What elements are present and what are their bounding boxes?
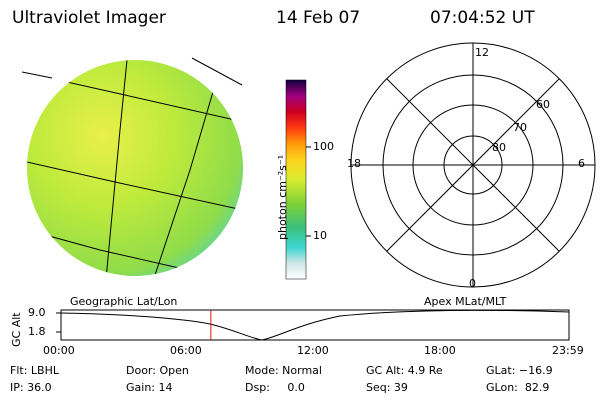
- status-mode: Mode: Normal: [245, 364, 322, 377]
- lat-label-60: 60: [536, 98, 550, 111]
- timeline-x-tick-1800: 18:00: [424, 344, 456, 357]
- mlt-label-12: 12: [475, 46, 489, 59]
- time-label: 07:04:52 UT: [430, 8, 535, 28]
- colorbar-tick-100: 100: [313, 140, 334, 153]
- altitude-curve: [60, 309, 570, 341]
- lat-label-80: 80: [492, 141, 506, 154]
- timeline-left-title: Geographic Lat/Lon: [70, 295, 178, 308]
- mlt-label-6: 6: [578, 157, 585, 170]
- status-ip: IP: 36.0: [10, 381, 52, 394]
- timeline-x-tick-0000: 00:00: [43, 344, 75, 357]
- mlt-label-0: 0: [469, 277, 476, 290]
- status-seq: Seq: 39: [366, 381, 408, 394]
- status-filter: Flt: LBHL: [10, 364, 59, 377]
- date-label: 14 Feb 07: [276, 8, 361, 28]
- timeline-y-tick-9: 9.0: [28, 306, 46, 319]
- lat-label-70: 70: [513, 121, 527, 134]
- status-gain: Gain: 14: [126, 381, 173, 394]
- timeline-plot: [56, 309, 570, 341]
- uv-image: [21, 57, 243, 276]
- colorbar-unit-label: photon cm⁻²s⁻¹: [276, 154, 289, 240]
- status-gc-alt: GC Alt: 4.9 Re: [366, 364, 443, 377]
- timeline-x-tick-0600: 06:00: [170, 344, 202, 357]
- timeline-x-tick-1200: 12:00: [297, 344, 329, 357]
- color-bar: [285, 79, 311, 280]
- timeline-y-tick-1-8: 1.8: [28, 325, 46, 338]
- polar-plot: [350, 42, 596, 288]
- timeline-x-tick-2359: 23:59: [552, 344, 584, 357]
- instrument-title: Ultraviolet Imager: [12, 8, 166, 28]
- uv-disk: [27, 60, 243, 276]
- status-door: Door: Open: [126, 364, 189, 377]
- status-dsp: Dsp: 0.0: [245, 381, 305, 394]
- status-glat: GLat: −16.9: [486, 364, 553, 377]
- status-glon: GLon: 82.9: [486, 381, 550, 394]
- colorbar-tick-10: 10: [313, 229, 327, 242]
- mlt-label-18: 18: [347, 157, 361, 170]
- timeline-y-axis-label: GC Alt: [10, 312, 23, 347]
- timeline-right-title: Apex MLat/MLT: [424, 295, 507, 308]
